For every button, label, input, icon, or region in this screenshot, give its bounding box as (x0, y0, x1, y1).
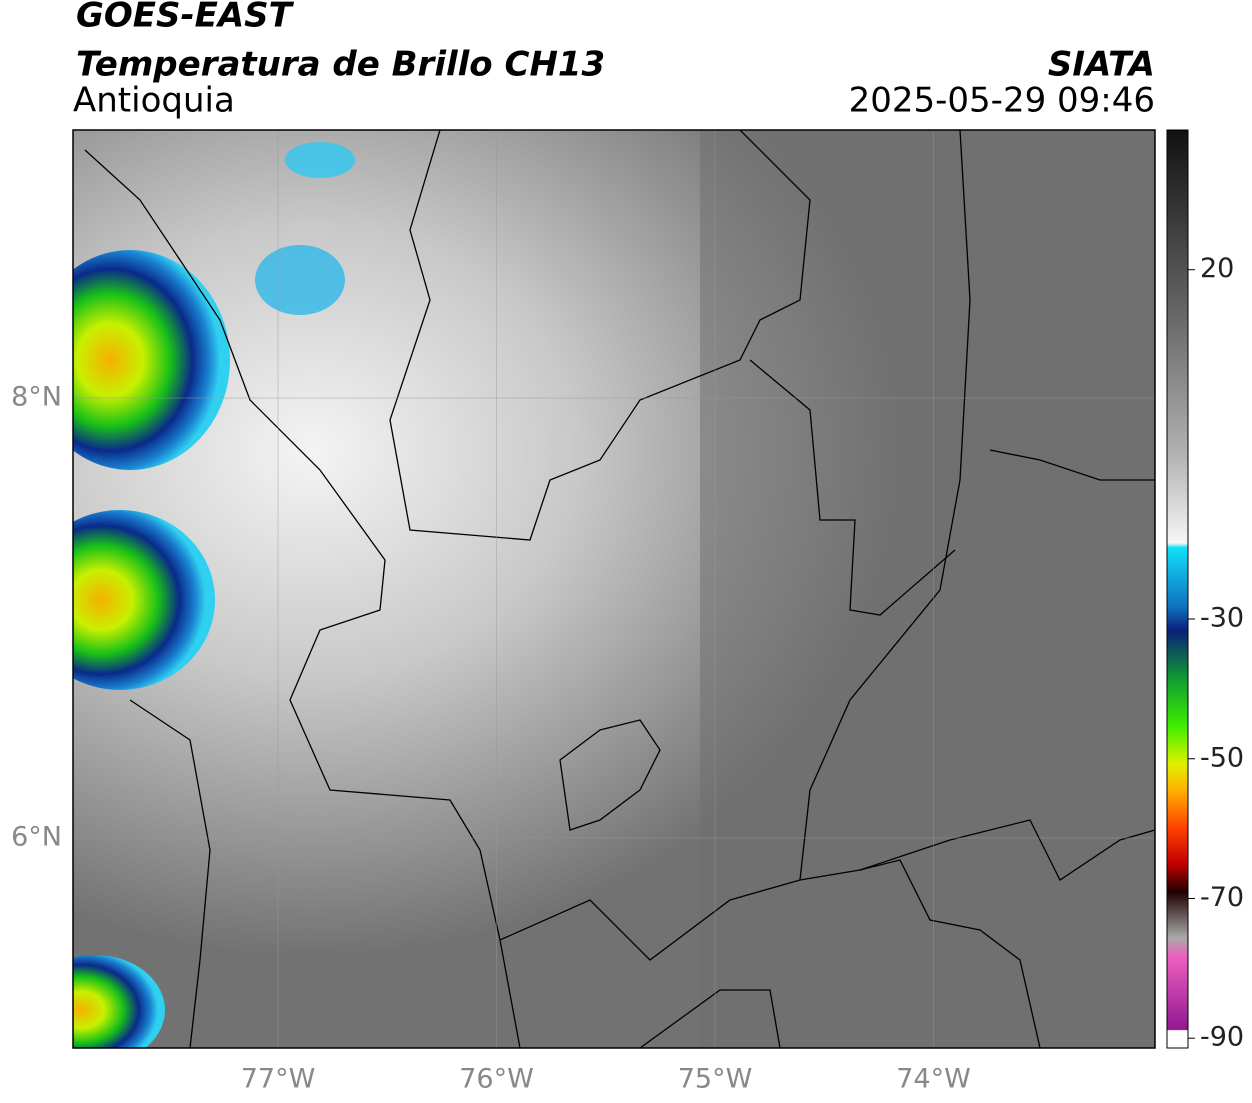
lon-label: 76°W (459, 1064, 534, 1095)
source: SIATA (1048, 45, 1155, 85)
title: GOES-EAST (76, 0, 295, 36)
lon-label: 74°W (896, 1064, 971, 1095)
map-frame (72, 129, 1156, 1049)
colorbar-label: -50 (1200, 742, 1244, 773)
colorbar-label: -70 (1200, 882, 1244, 913)
colorbar-label: 20 (1200, 253, 1234, 284)
lat-label: 8°N (11, 382, 62, 413)
lon-label: 75°W (678, 1064, 753, 1095)
graticule (73, 130, 1155, 1048)
subtitle: Temperatura de Brillo CH13 (76, 45, 605, 85)
lon-label: 77°W (241, 1064, 316, 1095)
region: Antioquia (73, 81, 235, 121)
datetime: 2025-05-29 09:46 (849, 81, 1155, 121)
colorbar (1166, 129, 1189, 1049)
colorbar-label: -30 (1200, 603, 1244, 634)
lat-label: 6°N (11, 822, 62, 853)
satellite-image (73, 130, 1155, 1048)
colorbar-label: -90 (1200, 1022, 1244, 1053)
